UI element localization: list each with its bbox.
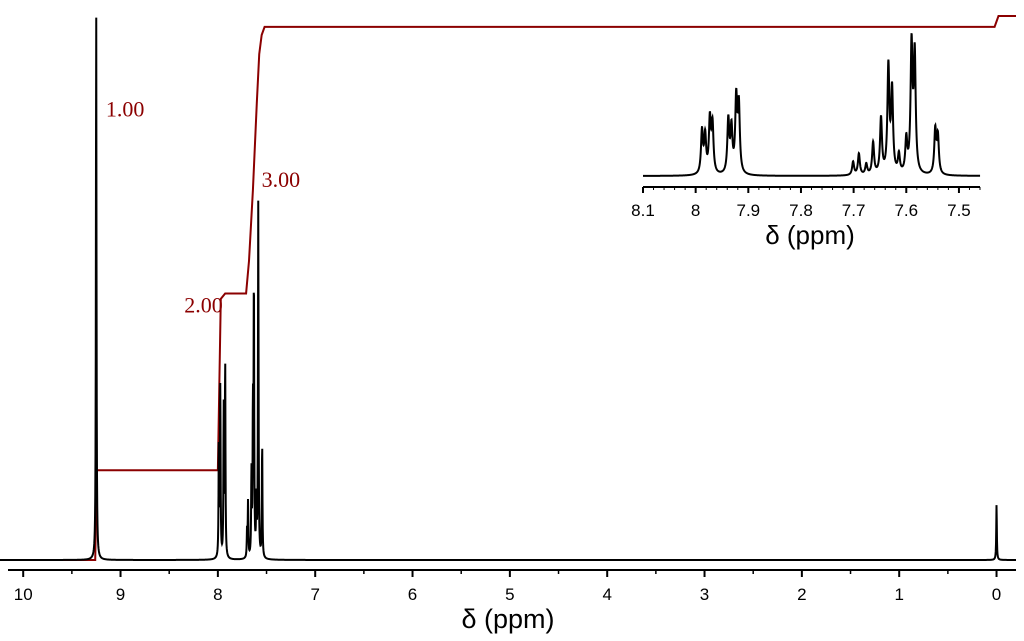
x-tick-label: 6: [408, 585, 417, 604]
x-tick-label: 9: [116, 585, 125, 604]
x-axis-title: δ (ppm): [461, 604, 554, 634]
inset-x-tick-label: 7.7: [842, 201, 866, 220]
inset-x-tick-label: 7.6: [894, 201, 918, 220]
x-tick-label: 0: [992, 585, 1001, 604]
integral-curve: [0, 15, 1016, 561]
x-tick-label: 4: [602, 585, 611, 604]
integral-value-label: 2.00: [184, 292, 223, 317]
inset-x-tick-label: 7.9: [736, 201, 760, 220]
integral-labels: 1.00 3.00 2.00: [106, 96, 300, 317]
x-axis-tick-labels: 10 9 8 7 6 5 4 3 2 1 0: [14, 585, 1002, 604]
integral-value-label: 1.00: [106, 96, 145, 121]
x-tick-label: 8: [213, 585, 222, 604]
x-axis-ticks: [22, 570, 998, 577]
x-tick-label: 5: [505, 585, 514, 604]
spectrum-trace: [0, 17, 1016, 561]
x-tick-label: 10: [14, 585, 33, 604]
inset-plot: 8.1 8 7.9 7.8 7.7 7.6 7.5 δ (ppm): [631, 32, 981, 250]
x-tick-label: 3: [700, 585, 709, 604]
inset-spectrum-trace: [643, 32, 981, 177]
x-tick-label: 7: [310, 585, 319, 604]
x-tick-label: 2: [797, 585, 806, 604]
main-plot: 10 9 8 7 6 5 4 3 2 1 0 δ (ppm) 1.003.002.00: [0, 15, 1016, 634]
inset-x-tick-label: 8.1: [631, 201, 655, 220]
inset-x-tick-label: 7.5: [947, 201, 971, 220]
integral-value-label: 3.00: [262, 167, 301, 192]
inset-x-axis-title: δ (ppm): [765, 220, 855, 250]
inset-x-tick-label: 7.8: [789, 201, 813, 220]
inset-x-axis-tick-labels: 8.1 8 7.9 7.8 7.7 7.6 7.5: [631, 201, 971, 220]
inset-x-tick-label: 8: [691, 201, 700, 220]
inset-x-axis-ticks: [642, 187, 981, 193]
x-tick-label: 1: [894, 585, 903, 604]
